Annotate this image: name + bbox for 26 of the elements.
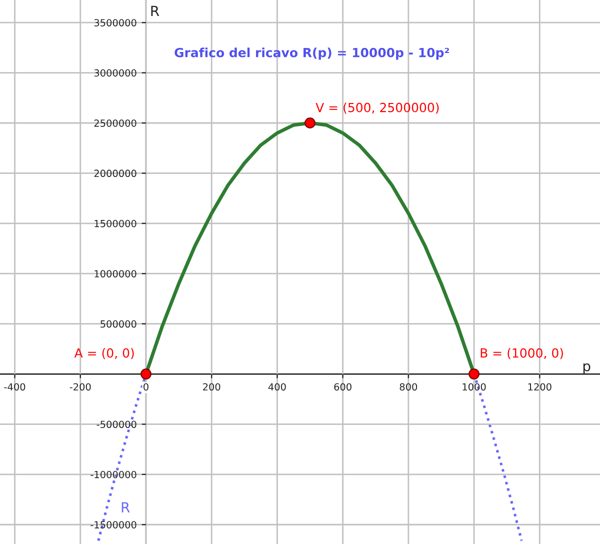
x-tick-label: 1200 (528, 383, 552, 391)
x-tick-label: -400 (4, 383, 26, 391)
y-tick-label: 2000000 (94, 170, 136, 178)
x-tick-label: 200 (203, 383, 220, 391)
y-tick-label: 2500000 (94, 119, 136, 127)
annotation: V = (500, 2500000) (316, 102, 439, 114)
series-label: R (122, 502, 130, 512)
annotation: B = (1000, 0) (480, 348, 563, 360)
y-tick-label: 500000 (100, 320, 136, 328)
text: Grafico del ricavo R(p) = 10000p - 10p² (174, 48, 449, 60)
y-tick-label: -1000000 (90, 470, 136, 478)
x-tick-label: 800 (400, 383, 418, 391)
y-tick-label: 1000000 (94, 270, 136, 278)
x-tick-label: 1000 (462, 383, 486, 391)
x-tick-label: 0 (144, 383, 148, 391)
annotation: A = (0, 0) (74, 348, 134, 360)
x-tick-label: 600 (334, 383, 352, 391)
y-tick-label: -500000 (96, 420, 136, 428)
y-tick-label: 3000000 (94, 69, 136, 77)
y-tick-label: -1500000 (90, 521, 136, 528)
x-tick-label: 400 (268, 383, 286, 391)
x-axis-title: p (583, 363, 590, 374)
y-axis-title: R (151, 6, 160, 16)
y-tick-label: 3500000 (94, 19, 136, 26)
y-tick-label: 1500000 (94, 220, 136, 228)
x-tick-label: -200 (70, 383, 91, 391)
